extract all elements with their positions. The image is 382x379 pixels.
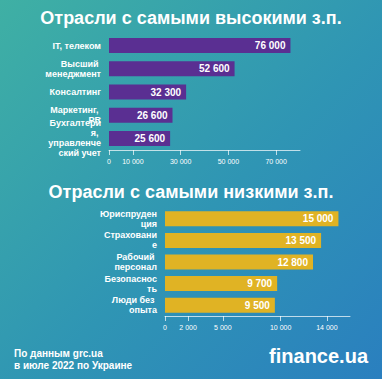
svg-text:в июле 2022 по Украине: в июле 2022 по Украине (14, 360, 133, 371)
svg-text:10 000: 10 000 (270, 324, 292, 331)
svg-text:ский учет: ский учет (58, 148, 101, 158)
svg-text:Маркетинг,: Маркетинг, (50, 105, 101, 115)
svg-text:Отрасли с самыми низкими з.п.: Отрасли с самыми низкими з.п. (49, 182, 334, 202)
svg-text:26 600: 26 600 (137, 110, 168, 121)
svg-text:IT, телеком: IT, телеком (53, 41, 102, 51)
svg-text:50 000: 50 000 (218, 158, 240, 165)
svg-text:ть: ть (147, 284, 157, 294)
svg-text:я,: я, (91, 128, 101, 138)
svg-text:70 000: 70 000 (265, 158, 287, 165)
svg-text:Юриспруден: Юриспруден (100, 209, 157, 219)
svg-text:5 000: 5 000 (214, 324, 232, 331)
svg-text:12 800: 12 800 (277, 257, 308, 268)
svg-text:9 500: 9 500 (245, 300, 270, 311)
svg-text:Страховани: Страховани (104, 230, 157, 240)
svg-text:32 300: 32 300 (151, 87, 182, 98)
svg-text:15 000: 15 000 (303, 213, 334, 224)
svg-text:управленче: управленче (48, 138, 101, 148)
svg-text:Отрасли с самыми высокими з.п.: Отрасли с самыми высокими з.п. (40, 8, 341, 28)
svg-text:Бухгалтери: Бухгалтери (50, 118, 101, 128)
svg-text:Люди без: Люди без (112, 295, 157, 305)
svg-text:ция: ция (141, 219, 157, 229)
svg-text:76 000: 76 000 (255, 40, 286, 51)
svg-text:finance.ua: finance.ua (269, 345, 369, 367)
svg-text:0: 0 (163, 324, 167, 331)
svg-text:персонал: персонал (114, 262, 157, 272)
svg-text:Рабочий: Рабочий (116, 252, 157, 262)
svg-text:0: 0 (107, 158, 111, 165)
svg-text:9 700: 9 700 (247, 278, 272, 289)
svg-text:менеджмент: менеджмент (45, 69, 101, 79)
svg-text:25 600: 25 600 (135, 133, 166, 144)
svg-text:14 000: 14 000 (316, 324, 338, 331)
svg-text:2 000: 2 000 (179, 324, 197, 331)
svg-text:е: е (152, 240, 157, 250)
svg-text:опыта: опыта (129, 305, 158, 315)
svg-text:30 000: 30 000 (170, 158, 192, 165)
svg-text:Высший: Высший (61, 59, 101, 69)
svg-text:52 600: 52 600 (199, 63, 230, 74)
svg-text:Безопаснос: Безопаснос (105, 274, 158, 284)
svg-text:Консалтинг: Консалтинг (50, 87, 102, 97)
svg-text:По данным grc.ua: По данным grc.ua (14, 348, 103, 359)
svg-text:13 500: 13 500 (286, 235, 317, 246)
svg-text:10 000: 10 000 (122, 158, 144, 165)
